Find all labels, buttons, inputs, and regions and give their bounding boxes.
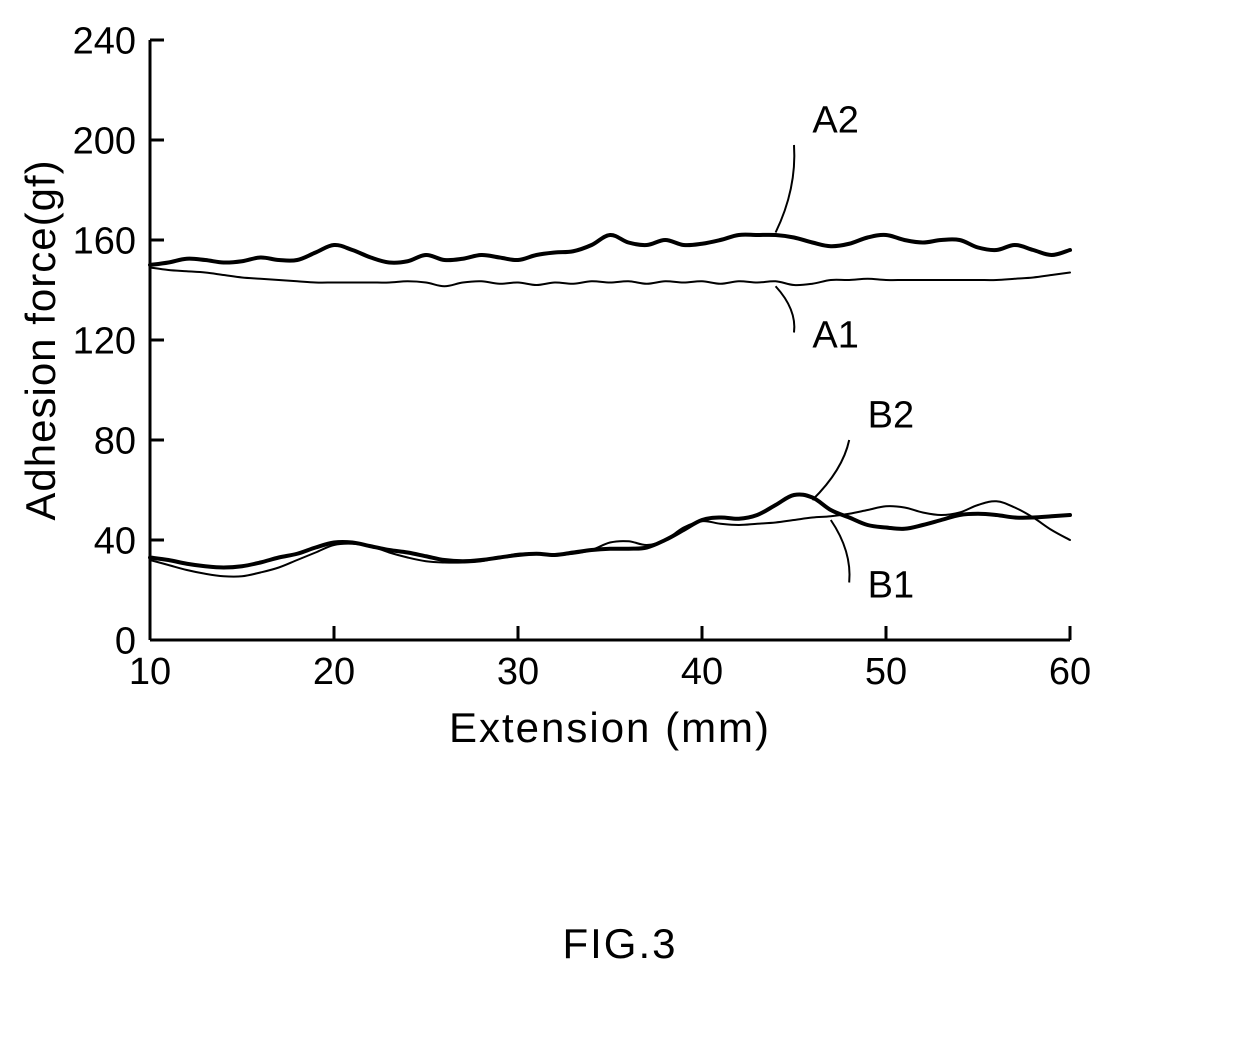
- x-axis-label: Extension (mm): [449, 704, 771, 751]
- y-axis-label: Adhesion force(gf): [17, 159, 64, 520]
- x-tick-label: 50: [865, 651, 907, 693]
- y-tick-label: 80: [94, 420, 136, 462]
- x-tick-label: 40: [681, 651, 723, 693]
- callout-label-A1: A1: [812, 315, 858, 357]
- y-tick-label: 200: [73, 120, 136, 162]
- chart-bg: [0, 0, 1240, 1040]
- y-tick-label: 160: [73, 220, 136, 262]
- y-tick-label: 120: [73, 320, 136, 362]
- callout-label-A2: A2: [812, 100, 858, 142]
- x-tick-label: 60: [1049, 651, 1091, 693]
- chart-svg: 04080120160200240102030405060Extension (…: [0, 0, 1240, 1040]
- chart-container: 04080120160200240102030405060Extension (…: [0, 0, 1240, 1040]
- callout-label-B1: B1: [868, 565, 914, 607]
- x-tick-label: 30: [497, 651, 539, 693]
- x-tick-label: 20: [313, 651, 355, 693]
- y-tick-label: 40: [94, 520, 136, 562]
- callout-label-B2: B2: [868, 395, 914, 437]
- figure-caption: FIG.3: [562, 920, 677, 968]
- y-tick-label: 240: [73, 20, 136, 62]
- x-tick-label: 10: [129, 651, 171, 693]
